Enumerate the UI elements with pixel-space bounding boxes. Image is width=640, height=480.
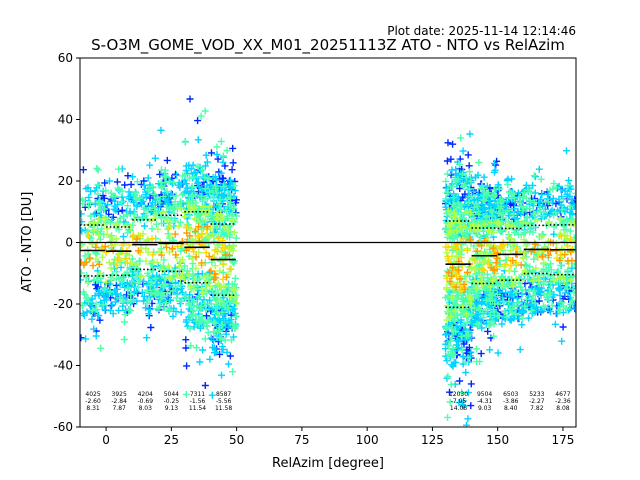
bin-count: 5233 <box>529 391 544 398</box>
x-axis: 0 25 50 75 100 125 150 175 <box>102 427 574 447</box>
bin-count: 4677 <box>555 391 570 398</box>
y-tick-label: 40 <box>58 113 73 127</box>
bin-label: 4204-0.698.03 <box>137 391 153 412</box>
bin-mean: -7.05 <box>451 398 467 405</box>
bin-std: 9.13 <box>165 405 179 412</box>
bin-mean: -3.86 <box>503 398 519 405</box>
bin-mean: -2.84 <box>111 398 127 405</box>
bin-count: 8587 <box>216 391 231 398</box>
bin-label: 5044-0.259.13 <box>164 391 180 412</box>
bin-count: 4025 <box>85 391 100 398</box>
bin-label: 5233-2.277.82 <box>529 391 545 412</box>
bin-mean: -1.56 <box>190 398 206 405</box>
y-tick-label: -20 <box>53 297 73 311</box>
bin-count: 4204 <box>138 391 153 398</box>
y-axis-label: ATO - NTO [DU] <box>20 192 35 293</box>
bin-count: 6503 <box>503 391 518 398</box>
bin-count: 5044 <box>164 391 179 398</box>
bin-std: 11.54 <box>189 405 206 412</box>
bin-std: 9.03 <box>478 405 492 412</box>
bin-statistics-lines <box>80 211 576 309</box>
bin-mean: -0.25 <box>164 398 180 405</box>
bin-label: 3925-2.847.87 <box>111 391 127 412</box>
bin-std: 7.82 <box>530 405 544 412</box>
bin-mean: -0.69 <box>137 398 153 405</box>
bin-std: 7.87 <box>112 405 126 412</box>
bin-mean: -2.27 <box>529 398 545 405</box>
x-tick-label: 100 <box>356 433 379 447</box>
bin-label: 6503-3.868.40 <box>503 391 519 412</box>
x-tick-label: 0 <box>102 433 110 447</box>
x-tick-label: 25 <box>164 433 179 447</box>
x-tick-label: 125 <box>421 433 444 447</box>
x-tick-label: 150 <box>486 433 509 447</box>
y-tick-label: 60 <box>58 51 73 65</box>
y-axis: -60 -40 -20 0 20 40 60 <box>53 51 80 434</box>
bin-mean: -4.31 <box>477 398 493 405</box>
bin-std: 8.08 <box>556 405 570 412</box>
bin-std: 8.03 <box>139 405 153 412</box>
bin-std: 8.31 <box>86 405 100 412</box>
x-tick-label: 175 <box>551 433 574 447</box>
bin-mean: -2.60 <box>85 398 101 405</box>
chart-title: S-O3M_GOME_VOD_XX_M01_20251113Z ATO - NT… <box>91 36 565 55</box>
y-tick-label: 20 <box>58 174 73 188</box>
bin-std: 14.06 <box>450 405 467 412</box>
bin-label: 9504-4.319.03 <box>477 391 493 412</box>
bin-count: 3925 <box>112 391 127 398</box>
bin-std: 11.58 <box>215 405 232 412</box>
bin-mean: -5.56 <box>216 398 232 405</box>
bin-label: 4677-2.368.08 <box>555 391 571 412</box>
x-tick-label: 50 <box>229 433 244 447</box>
y-tick-label: -40 <box>53 359 73 373</box>
bin-std: 8.40 <box>504 405 518 412</box>
bin-mean: -2.36 <box>555 398 571 405</box>
y-tick-label: 0 <box>65 236 73 250</box>
bin-count: 7311 <box>190 391 205 398</box>
bin-count-labels: 4025-2.608.31 3925-2.847.87 4204-0.698.03 5… <box>85 391 571 412</box>
bin-count: 9504 <box>477 391 492 398</box>
y-tick-label: -60 <box>53 420 73 434</box>
plot-date: Plot date: 2025-11-14 12:14:46 <box>387 24 576 38</box>
x-tick-label: 75 <box>294 433 309 447</box>
x-axis-label: RelAzim [degree] <box>272 456 384 471</box>
bin-label: 4025-2.608.31 <box>85 391 101 412</box>
bin-count: 12030 <box>449 391 468 398</box>
